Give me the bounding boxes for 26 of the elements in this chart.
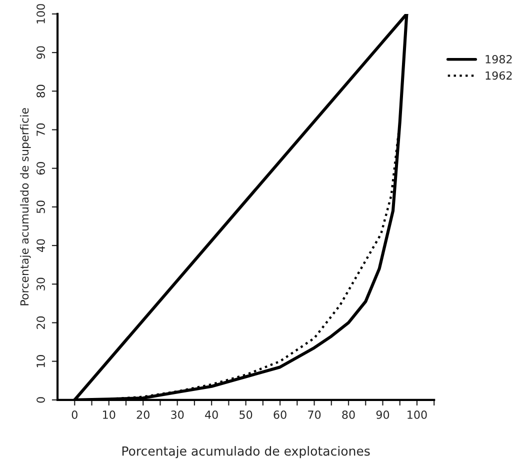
x-tick-label: 80 [342, 410, 355, 419]
y-tick-label: 100 [36, 4, 45, 24]
y-tick-label: 30 [36, 278, 45, 290]
x-tick-label: 20 [136, 410, 150, 419]
x-tick-label: 100 [408, 410, 427, 419]
y-tick-label: 20 [36, 316, 45, 329]
x-tick-label: 70 [308, 410, 321, 419]
y-tick-label: 60 [36, 162, 45, 175]
legend-label: 1982 [486, 55, 512, 64]
y-tick-label: 0 [36, 397, 45, 403]
x-tick-label: 90 [376, 410, 390, 419]
y-tick-label: 90 [36, 46, 45, 59]
y-tick-label: 40 [36, 239, 45, 252]
x-tick-label: 50 [240, 410, 252, 419]
y-tick-label: 50 [36, 200, 45, 214]
y-tick-label: 10 [36, 354, 45, 368]
y-axis-title: Porcentaje acumulado de superficie [20, 108, 31, 306]
y-tick-label: 70 [36, 123, 45, 136]
x-tick-label: 60 [274, 410, 286, 419]
y-tick-label: 80 [36, 84, 45, 98]
x-axis-title: Porcentaje acumulado de explotaciones [122, 446, 370, 458]
x-tick-label: 30 [171, 410, 184, 419]
x-tick-label: 40 [205, 410, 218, 419]
x-tick-label: 10 [103, 410, 116, 419]
x-tick-label: 0 [72, 410, 78, 419]
legend-label: 1962 [486, 71, 512, 80]
